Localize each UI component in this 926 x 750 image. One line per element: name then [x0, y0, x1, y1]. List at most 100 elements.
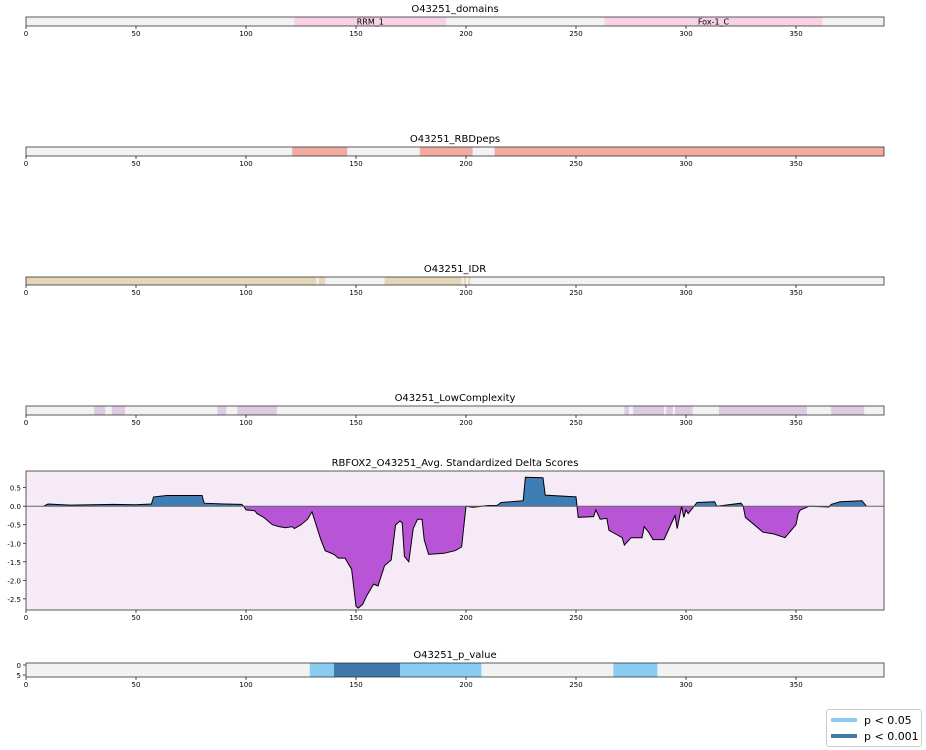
x-tick-label: 150	[349, 419, 362, 427]
panel-2: O43251_IDR 0 50 100 150 200 250 300 350	[24, 264, 885, 297]
y-tick-label: 0	[17, 662, 21, 670]
track-region	[26, 277, 317, 285]
legend-swatch	[831, 718, 857, 722]
track-region	[111, 406, 125, 415]
legend-label: p < 0.05	[864, 713, 912, 727]
x-tick-label: 100	[239, 289, 252, 297]
x-tick-label: 50	[132, 30, 141, 38]
x-tick-label: 100	[239, 160, 252, 168]
track-region	[831, 406, 865, 415]
track-region	[675, 406, 693, 415]
track-region	[294, 17, 447, 26]
y-tick-label: -1.5	[7, 559, 21, 567]
track-background	[26, 17, 884, 26]
x-tick-label: 300	[679, 289, 692, 297]
panel-0: O43251_domains RRM_1 Fox-1_C 0 50 100 150 200 25…	[24, 4, 885, 38]
panel-title: RBFOX2_O43251_Avg. Standardized Delta Sc…	[332, 458, 579, 469]
track-region	[334, 663, 400, 677]
x-tick-label: 250	[569, 419, 582, 427]
track-region	[468, 277, 471, 285]
panel-4: RBFOX2_O43251_Avg. Standardized Delta Sc…	[7, 458, 885, 622]
x-tick-label: 50	[132, 160, 141, 168]
track-region	[237, 406, 277, 415]
x-tick-label: 150	[349, 681, 362, 689]
panel-frame	[25, 405, 885, 416]
x-tick-label: 0	[24, 160, 28, 168]
panel-frame	[25, 662, 885, 678]
legend-label: p < 0.001	[864, 729, 919, 743]
y-tick-label: -0.5	[7, 522, 21, 530]
x-tick-label: 350	[789, 289, 802, 297]
track-region	[494, 147, 884, 156]
x-tick-label: 100	[239, 419, 252, 427]
x-tick-label: 150	[349, 160, 362, 168]
x-tick-label: 200	[459, 30, 472, 38]
track-region	[309, 663, 334, 677]
area-negative	[243, 506, 830, 609]
panel-title: O43251_LowComplexity	[395, 393, 516, 404]
x-tick-label: 150	[349, 289, 362, 297]
track-region	[318, 277, 326, 285]
track-region	[666, 406, 673, 415]
track-region	[292, 147, 348, 156]
panel-title: O43251_domains	[411, 4, 498, 15]
legend-swatch	[831, 734, 857, 738]
x-tick-label: 0	[24, 614, 28, 622]
track-background	[26, 406, 884, 415]
track-region	[719, 406, 807, 415]
x-tick-label: 50	[132, 419, 141, 427]
panel-frame	[25, 16, 885, 27]
panel-title: O43251_RBDpeps	[410, 134, 500, 145]
x-tick-label: 50	[132, 614, 141, 622]
x-tick-label: 250	[569, 160, 582, 168]
x-tick-label: 200	[459, 289, 472, 297]
track-region	[94, 406, 106, 415]
region-label: Fox-1_C	[698, 18, 730, 27]
x-tick-label: 250	[569, 681, 582, 689]
x-tick-label: 0	[24, 30, 28, 38]
x-tick-label: 200	[459, 681, 472, 689]
x-tick-label: 200	[459, 419, 472, 427]
x-tick-label: 100	[239, 30, 252, 38]
x-tick-label: 50	[132, 289, 141, 297]
track-region	[613, 663, 658, 677]
x-tick-label: 150	[349, 614, 362, 622]
panel-frame	[25, 146, 885, 157]
y-tick-label: -2.0	[7, 577, 21, 585]
x-tick-label: 350	[789, 681, 802, 689]
x-tick-label: 100	[239, 614, 252, 622]
x-tick-label: 200	[459, 614, 472, 622]
x-tick-label: 0	[24, 289, 28, 297]
panel-title: O43251_p_value	[413, 650, 496, 661]
x-tick-label: 150	[349, 30, 362, 38]
y-tick-label: 5	[17, 672, 21, 680]
track-region	[217, 406, 227, 415]
y-tick-label: -1.0	[7, 540, 21, 548]
x-tick-label: 300	[679, 160, 692, 168]
track-region	[384, 277, 462, 285]
x-tick-label: 300	[679, 419, 692, 427]
x-tick-label: 350	[789, 160, 802, 168]
panel-1: O43251_RBDpeps 0 50 100 150 200 250 300 350	[24, 134, 885, 168]
x-tick-label: 250	[569, 30, 582, 38]
x-tick-label: 0	[24, 419, 28, 427]
x-tick-label: 0	[24, 681, 28, 689]
x-tick-label: 100	[239, 681, 252, 689]
panel-3: O43251_LowComplexity 0 50 100 150 200 250 300 35…	[24, 393, 885, 427]
panel-title: O43251_IDR	[424, 264, 486, 275]
region-label: RRM_1	[357, 18, 384, 27]
track-region	[419, 147, 473, 156]
x-tick-label: 300	[679, 30, 692, 38]
y-tick-label: -2.5	[7, 596, 21, 604]
legend-item: p < 0.001	[831, 728, 919, 744]
score-line	[43, 476, 867, 609]
track-region	[463, 277, 466, 285]
x-tick-label: 300	[679, 614, 692, 622]
panel-frame	[25, 470, 885, 611]
track-region	[604, 17, 823, 26]
legend: p < 0.05 p < 0.001	[826, 709, 922, 747]
x-tick-label: 350	[789, 30, 802, 38]
x-tick-label: 350	[789, 419, 802, 427]
